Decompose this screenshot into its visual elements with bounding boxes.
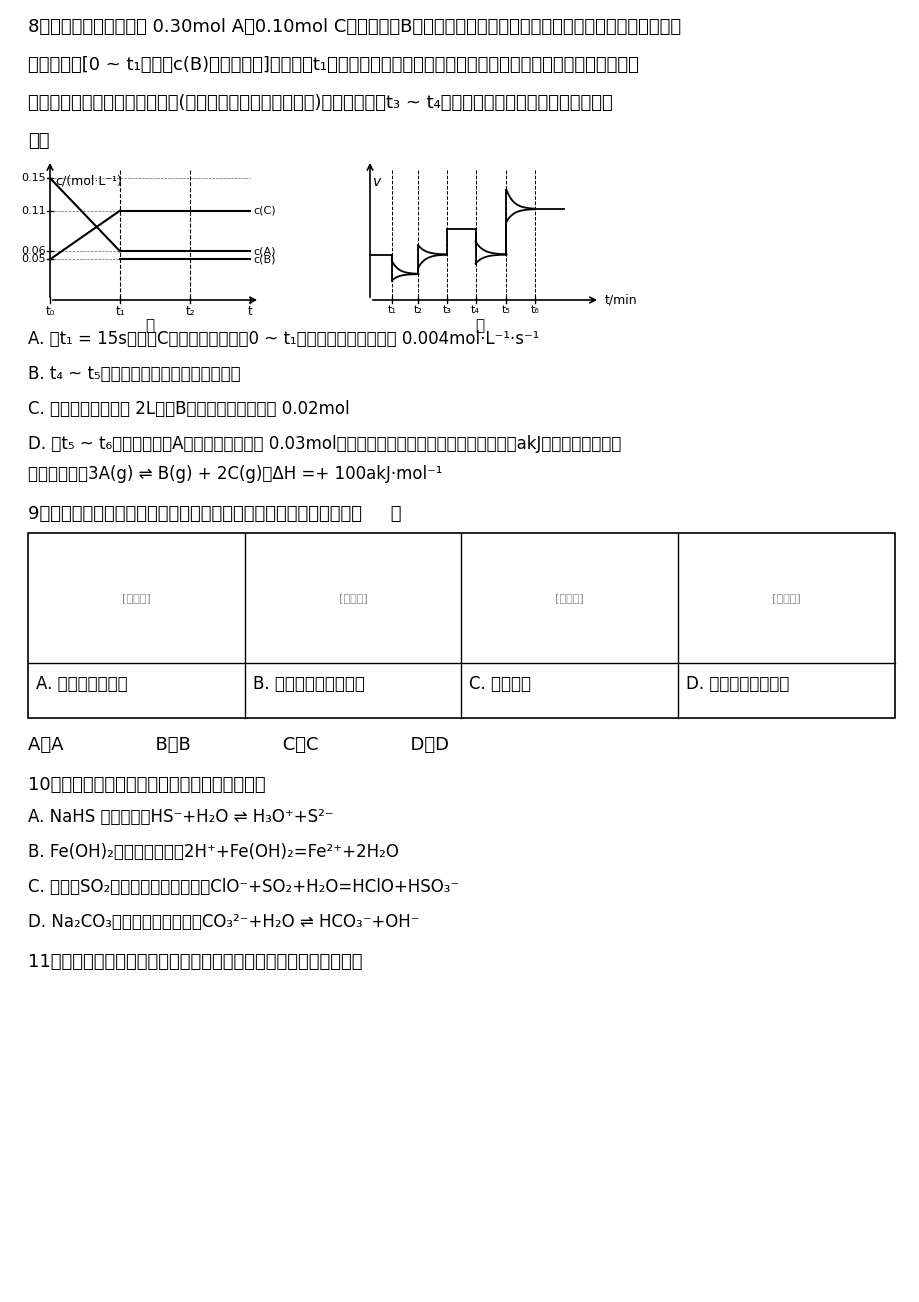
Text: v: v bbox=[372, 174, 380, 189]
Text: 0.15: 0.15 bbox=[21, 173, 46, 184]
Text: c(C): c(C) bbox=[253, 206, 276, 216]
Text: t: t bbox=[247, 305, 252, 318]
Text: A. 若t₁ = 15s，则用C的浓度变化表示的0 ~ t₁阶段的平均反应速率为 0.004mol·L⁻¹·s⁻¹: A. 若t₁ = 15s，则用C的浓度变化表示的0 ~ t₁阶段的平均反应速率为… bbox=[28, 329, 539, 348]
Text: [装置图]: [装置图] bbox=[555, 592, 584, 603]
Text: A. 实验室制取溴苯: A. 实验室制取溴苯 bbox=[36, 674, 128, 693]
Text: C. 若该容器的容积为 2L，则B的起始的物质的量为 0.02mol: C. 若该容器的容积为 2L，则B的起始的物质的量为 0.02mol bbox=[28, 400, 349, 418]
Text: 11、下列烧杯中盛放的都是稀硫酸，在铜电极上能产生大量气泡的是: 11、下列烧杯中盛放的都是稀硫酸，在铜电极上能产生大量气泡的是 bbox=[28, 953, 362, 971]
Text: t/min: t/min bbox=[605, 293, 637, 306]
Text: 甲: 甲 bbox=[145, 318, 154, 333]
Text: A．A                B．B                C．C                D．D: A．A B．B C．C D．D bbox=[28, 736, 448, 754]
Text: 10、下列离子方程式与所述事实相符且正确的是: 10、下列离子方程式与所述事实相符且正确的是 bbox=[28, 776, 266, 794]
Text: D. Na₂CO₃水溶液中存在平衡：CO₃²⁻+H₂O ⇌ HCO₃⁻+OH⁻: D. Na₂CO₃水溶液中存在平衡：CO₃²⁻+H₂O ⇌ HCO₃⁻+OH⁻ bbox=[28, 913, 419, 931]
Text: t₄: t₄ bbox=[471, 305, 480, 315]
Text: 四个阶段都各改变一种反应条件(浓度、温度、压强、催化剂)且互不相同，t₃ ~ t₄阶段为使用催化剂。下列说法不正确: 四个阶段都各改变一种反应条件(浓度、温度、压强、催化剂)且互不相同，t₃ ~ t… bbox=[28, 94, 612, 112]
Text: t₂: t₂ bbox=[185, 305, 195, 318]
Text: 如甲图所示[0 ~ t₁阶段的c(B)变化未画出]。乙图为t₁时刻后改变条件平衡体系中正、逆反应速率随时间变化的情况，且: 如甲图所示[0 ~ t₁阶段的c(B)变化未画出]。乙图为t₁时刻后改变条件平衡… bbox=[28, 56, 638, 74]
Text: t₆: t₆ bbox=[530, 305, 539, 315]
Text: c/(mol·L⁻¹): c/(mol·L⁻¹) bbox=[55, 174, 121, 187]
Text: A. NaHS 水解反应：HS⁻+H₂O ⇌ H₃O⁺+S²⁻: A. NaHS 水解反应：HS⁻+H₂O ⇌ H₃O⁺+S²⁻ bbox=[28, 809, 334, 825]
Text: t₁: t₁ bbox=[115, 305, 125, 318]
Text: 的是: 的是 bbox=[28, 132, 50, 150]
Text: t₂: t₂ bbox=[414, 305, 423, 315]
Text: t₀: t₀ bbox=[45, 305, 54, 318]
Text: D. 实验室制取硝基苯: D. 实验室制取硝基苯 bbox=[686, 674, 789, 693]
Text: t₁: t₁ bbox=[387, 305, 396, 315]
Text: 9、下列实验装置图及实验用品均正确的是（部分夹持仪器未画出）（     ）: 9、下列实验装置图及实验用品均正确的是（部分夹持仪器未画出）（ ） bbox=[28, 505, 401, 523]
Text: c(A): c(A) bbox=[253, 246, 275, 256]
Text: 0.11: 0.11 bbox=[21, 206, 46, 216]
Text: C. 过量的SO₂通入到漂白粉溶液中：ClO⁻+SO₂+H₂O=HClO+HSO₃⁻: C. 过量的SO₂通入到漂白粉溶液中：ClO⁻+SO₂+H₂O=HClO+HSO… bbox=[28, 878, 459, 896]
Text: C. 石油分馏: C. 石油分馏 bbox=[469, 674, 531, 693]
Text: t₃: t₃ bbox=[442, 305, 451, 315]
Text: 8、向某密闭容器中加入 0.30mol A、0.10mol C和一定量的B三种气体，一定条件下发生反应，各物质浓度随时间变化: 8、向某密闭容器中加入 0.30mol A、0.10mol C和一定量的B三种气… bbox=[28, 18, 680, 36]
Text: [装置图]: [装置图] bbox=[338, 592, 367, 603]
Text: 学方程式为：3A(g) ⇌ B(g) + 2C(g)，ΔH =+ 100akJ·mol⁻¹: 学方程式为：3A(g) ⇌ B(g) + 2C(g)，ΔH =+ 100akJ·… bbox=[28, 465, 442, 483]
Text: 0.06: 0.06 bbox=[21, 246, 46, 256]
Text: D. 若t₅ ~ t₆阶段，容器内A的物质的量减少了 0.03mol，而此过程中容器与外界的热交换总量为akJ，则该反应的热化: D. 若t₅ ~ t₆阶段，容器内A的物质的量减少了 0.03mol，而此过程中… bbox=[28, 435, 620, 453]
Text: [装置图]: [装置图] bbox=[122, 592, 151, 603]
Text: [装置图]: [装置图] bbox=[771, 592, 800, 603]
Bar bbox=[28, 533, 894, 717]
Text: B. 实验室制取乙酸乙酯: B. 实验室制取乙酸乙酯 bbox=[253, 674, 364, 693]
Text: c(B): c(B) bbox=[253, 254, 275, 264]
Text: 0.05: 0.05 bbox=[21, 254, 46, 264]
Text: B. t₄ ~ t₅阶段改变的条件一定为减小压强: B. t₄ ~ t₅阶段改变的条件一定为减小压强 bbox=[28, 365, 241, 383]
Text: 乙: 乙 bbox=[475, 318, 484, 333]
Text: t₅: t₅ bbox=[502, 305, 510, 315]
Text: B. Fe(OH)₂与稀硝酸反应：2H⁺+Fe(OH)₂=Fe²⁺+2H₂O: B. Fe(OH)₂与稀硝酸反应：2H⁺+Fe(OH)₂=Fe²⁺+2H₂O bbox=[28, 842, 399, 861]
